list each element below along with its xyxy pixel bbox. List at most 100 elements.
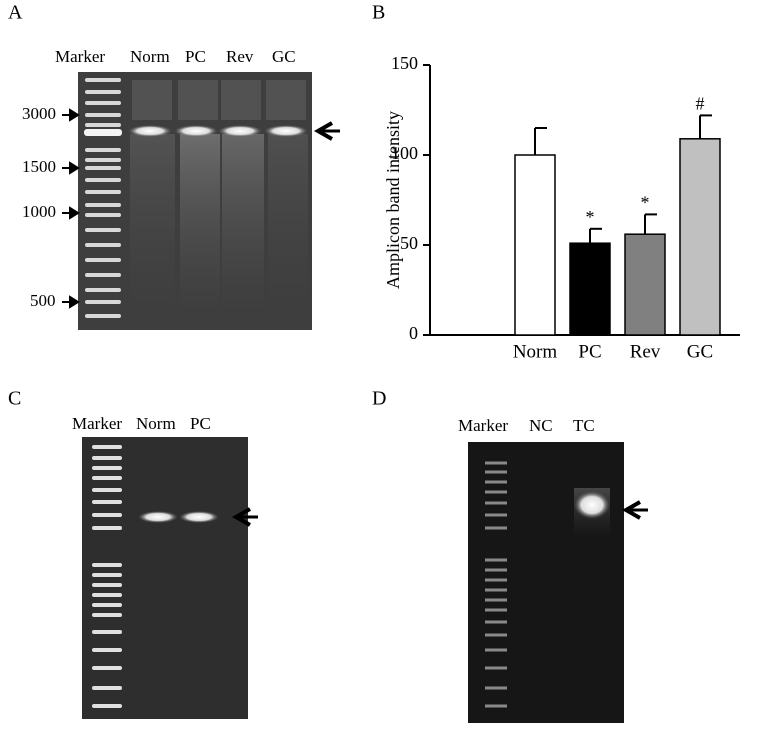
bar <box>624 233 666 336</box>
y-tick-label: 100 <box>391 143 418 163</box>
ladder-band <box>85 213 121 217</box>
bar <box>514 154 556 336</box>
lane-label: PC <box>185 47 206 66</box>
ladder-band <box>92 593 122 597</box>
ladder-band <box>92 513 122 517</box>
significance-mark: * <box>641 193 650 213</box>
ladder-band <box>85 101 121 105</box>
ladder-band <box>485 620 507 624</box>
band <box>128 125 172 137</box>
haze <box>221 80 261 120</box>
x-tick-label: Norm <box>513 341 558 362</box>
ladder-band <box>485 501 507 505</box>
lane-label: Marker <box>72 414 122 433</box>
band <box>174 125 218 137</box>
haze <box>178 80 218 120</box>
ladder-band <box>92 613 122 617</box>
ladder-band <box>485 686 507 690</box>
ladder-band <box>92 704 122 708</box>
bar <box>679 138 721 336</box>
lane-label: TC <box>573 416 595 435</box>
ladder-band <box>85 90 121 94</box>
band <box>264 125 308 137</box>
lane-label: Norm <box>130 47 170 66</box>
band-arrow <box>621 500 641 520</box>
panel-label: B <box>372 2 385 24</box>
ladder-band <box>92 445 122 449</box>
band-arrow <box>313 121 333 141</box>
smear <box>268 134 308 314</box>
ladder-band <box>85 228 121 232</box>
ladder-band <box>92 583 122 587</box>
gel <box>82 437 248 719</box>
smear <box>130 134 175 314</box>
size-label: 1500 <box>22 157 56 176</box>
x-tick-label: PC <box>578 341 601 362</box>
gel-bands <box>485 461 610 708</box>
ladder-band <box>92 526 122 530</box>
lane-label: GC <box>272 47 296 66</box>
ladder-band <box>92 563 122 567</box>
haze <box>132 80 172 120</box>
ladder-band <box>485 470 507 474</box>
ladder-band <box>485 704 507 708</box>
bar <box>569 242 611 336</box>
ladder-band <box>85 258 121 262</box>
ladder-band <box>485 648 507 652</box>
y-axis-label: Amplicon band intensity <box>383 111 403 289</box>
lane-label: NC <box>529 416 553 435</box>
size-arrows <box>62 108 80 309</box>
ladder-band <box>92 573 122 577</box>
band <box>138 511 178 523</box>
ladder-band <box>485 526 507 530</box>
ladder-band <box>85 158 121 162</box>
significance-mark: # <box>696 94 705 114</box>
haze <box>266 80 306 120</box>
size-label: 3000 <box>22 104 56 123</box>
lane-label: Marker <box>55 47 105 66</box>
y-tick-label: 0 <box>409 323 418 343</box>
gel-bands <box>92 445 219 708</box>
ladder-band <box>485 598 507 602</box>
ladder-band <box>485 578 507 582</box>
band-arrow <box>231 507 251 527</box>
panel-label: D <box>372 388 386 410</box>
size-label: 1000 <box>22 202 56 221</box>
smear <box>180 134 220 314</box>
ladder-band <box>485 480 507 484</box>
y-tick-label: 150 <box>391 53 418 73</box>
ladder-band <box>485 568 507 572</box>
ladder-band <box>92 630 122 634</box>
ladder-band <box>92 603 122 607</box>
ladder-band <box>92 500 122 504</box>
lane-label: Norm <box>136 414 176 433</box>
ladder-band <box>85 78 121 82</box>
ladder-band <box>85 243 121 247</box>
ladder-band <box>85 314 121 318</box>
ladder-band <box>85 113 121 117</box>
ladder-band <box>92 456 122 460</box>
y-tick-label: 50 <box>400 233 418 253</box>
ladder-band <box>85 288 121 292</box>
ladder-band <box>85 166 121 170</box>
ladder-band <box>84 129 122 136</box>
lane-label: Marker <box>458 416 508 435</box>
lane-label: Rev <box>226 47 254 66</box>
ladder-band <box>85 190 121 194</box>
bar-chart: Amplicon band intensity 0 50 100 150 Norm PC *… <box>383 53 740 362</box>
ladder-band <box>485 461 507 465</box>
ladder-band <box>92 648 122 652</box>
ladder-band <box>485 608 507 612</box>
ladder-band <box>85 273 121 277</box>
ladder-band <box>92 488 122 492</box>
significance-mark: * <box>586 207 595 227</box>
lane-label: PC <box>190 414 211 433</box>
gel-bands <box>84 78 308 318</box>
gel <box>468 442 624 723</box>
band <box>179 511 219 523</box>
band <box>218 125 262 137</box>
ladder-band <box>92 666 122 670</box>
ladder-band <box>85 123 121 127</box>
panel-label: A <box>8 2 23 24</box>
